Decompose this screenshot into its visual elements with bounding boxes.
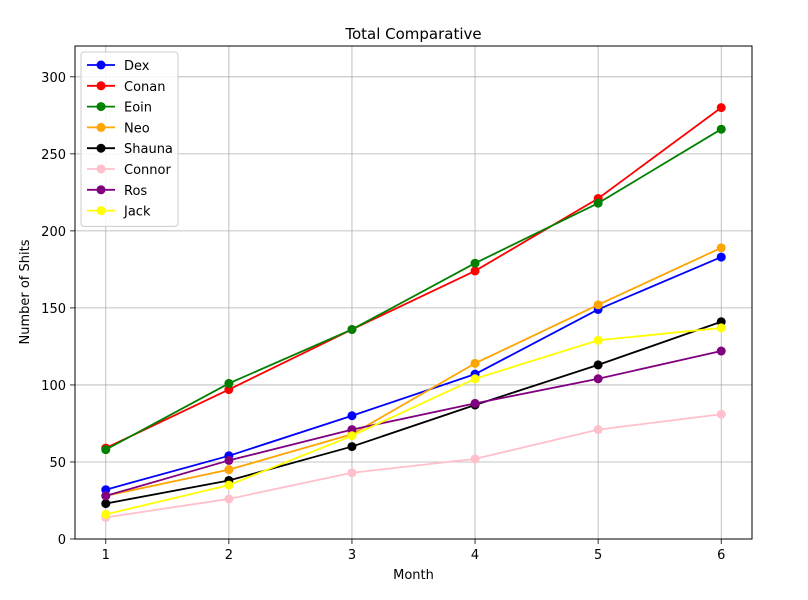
data-point [716,317,726,327]
data-point [101,485,111,495]
data-point [716,124,726,134]
data-point [470,374,480,384]
data-point [224,494,234,504]
series-line [105,413,722,519]
legend-entry: Ros [87,184,147,199]
chart-title: Total Comparative [344,25,481,43]
x-tick-label: 3 [348,548,356,563]
data-point [101,491,111,501]
data-point [224,480,234,490]
series-line [105,350,722,497]
data-point [224,465,234,475]
legend-box [80,51,179,227]
data-point [716,409,726,419]
data-point [347,442,357,452]
plot-frame [74,45,753,540]
data-point [101,509,111,519]
axis-ticks: 1 2 3 4 5 6 0 50 100 150 200 250 300 [41,71,725,563]
y-axis-title: Number of Shits [18,239,33,344]
data-point [347,425,357,435]
grid [75,46,752,540]
data-point [593,374,603,384]
legend-entry: Eoin [87,101,152,116]
data-point [716,252,726,262]
x-tick-label: 1 [102,548,110,563]
series-layer [101,103,726,522]
y-tick-label: 200 [41,225,66,240]
data-point [347,324,357,334]
series-line [105,106,722,449]
legend-entry: Shauna [87,142,173,157]
legend-label: Jack [123,205,151,220]
series-line [105,128,722,451]
legend-label: Conan [124,80,165,95]
data-point [347,468,357,478]
data-point [224,378,234,388]
data-point [224,385,234,395]
data-point [716,243,726,253]
series-line [105,320,722,505]
legend-entry: Neo [87,121,150,136]
data-point [716,323,726,333]
series-line [105,247,722,497]
legend-swatch-marker [96,164,106,174]
legend-swatch-marker [96,122,106,132]
series-line [105,327,722,516]
legend-swatch-marker [96,102,106,112]
legend-swatch-marker [96,143,106,153]
data-point [224,455,234,465]
data-point [470,454,480,464]
series-eoin [101,124,726,455]
legend-entry: Jack [87,205,151,220]
y-tick-label: 300 [41,71,66,86]
data-point [470,358,480,368]
data-point [593,198,603,208]
legend-label: Ros [124,184,147,199]
data-point [101,445,111,455]
data-point [470,266,480,276]
legend-entry: Conan [87,80,165,95]
legend-swatch-marker [96,206,106,216]
legend-entry: Dex [87,59,150,74]
x-tick-label: 5 [594,548,602,563]
legend-label: Neo [124,121,150,136]
data-point [347,431,357,441]
x-tick-label: 2 [225,548,233,563]
data-point [593,300,603,310]
series-ros [101,346,726,501]
data-point [593,335,603,345]
x-tick-label: 4 [471,548,479,563]
legend-label: Shauna [124,142,173,157]
data-point [347,411,357,421]
data-point [716,103,726,113]
series-jack [101,323,726,519]
data-point [593,425,603,435]
y-tick-label: 150 [41,302,66,317]
data-point [593,360,603,370]
legend-label: Dex [124,59,150,74]
data-point [470,258,480,268]
legend-swatch-marker [96,185,106,195]
y-tick-label: 50 [49,456,66,471]
data-point [470,398,480,408]
legend-label: Connor [124,163,171,178]
legend: Dex Conan Eoin Neo Shauna Connor Ros Jack [80,51,179,227]
legend-label: Eoin [124,101,152,116]
data-point [716,346,726,356]
data-point [101,499,111,509]
series-line [105,256,722,491]
legend-swatch-marker [96,60,106,70]
y-tick-label: 100 [41,379,66,394]
x-tick-label: 6 [717,548,725,563]
legend-swatch-marker [96,81,106,91]
x-axis-title: Month [393,568,434,583]
y-tick-label: 250 [41,148,66,163]
legend-entry: Connor [87,163,171,178]
y-tick-label: 0 [58,533,66,548]
